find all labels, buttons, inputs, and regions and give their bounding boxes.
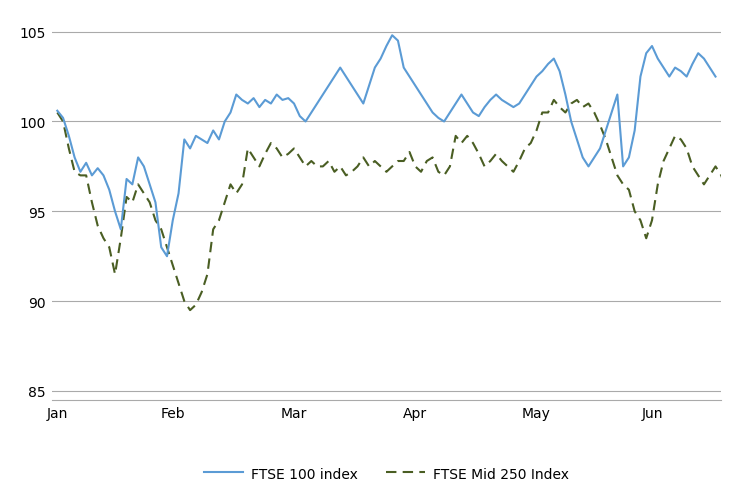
- Legend: FTSE 100 index, FTSE Mid 250 Index: FTSE 100 index, FTSE Mid 250 Index: [198, 461, 575, 486]
- FTSE 100 index: [307, 110, 316, 116]
- FTSE Mid 250 Index: [93, 224, 102, 229]
- FTSE 100 index: [463, 102, 472, 107]
- FTSE Mid 250 Index: [255, 164, 263, 170]
- FTSE 100 index: [272, 92, 281, 98]
- FTSE Mid 250 Index: [549, 98, 559, 103]
- FTSE Mid 250 Index: [53, 110, 62, 116]
- Line: FTSE Mid 250 Index: FTSE Mid 250 Index: [57, 101, 736, 346]
- FTSE Mid 250 Index: [359, 155, 368, 161]
- FTSE 100 index: [642, 51, 651, 57]
- FTSE 100 index: [163, 254, 171, 260]
- FTSE Mid 250 Index: [122, 195, 131, 201]
- FTSE 100 index: [140, 164, 149, 170]
- FTSE Mid 250 Index: [630, 209, 639, 215]
- FTSE 100 index: [388, 33, 397, 39]
- FTSE 100 index: [209, 128, 218, 134]
- FTSE Mid 250 Index: [134, 182, 143, 188]
- FTSE 100 index: [53, 108, 62, 114]
- Line: FTSE 100 index: FTSE 100 index: [57, 36, 715, 257]
- FTSE 100 index: [711, 75, 720, 81]
